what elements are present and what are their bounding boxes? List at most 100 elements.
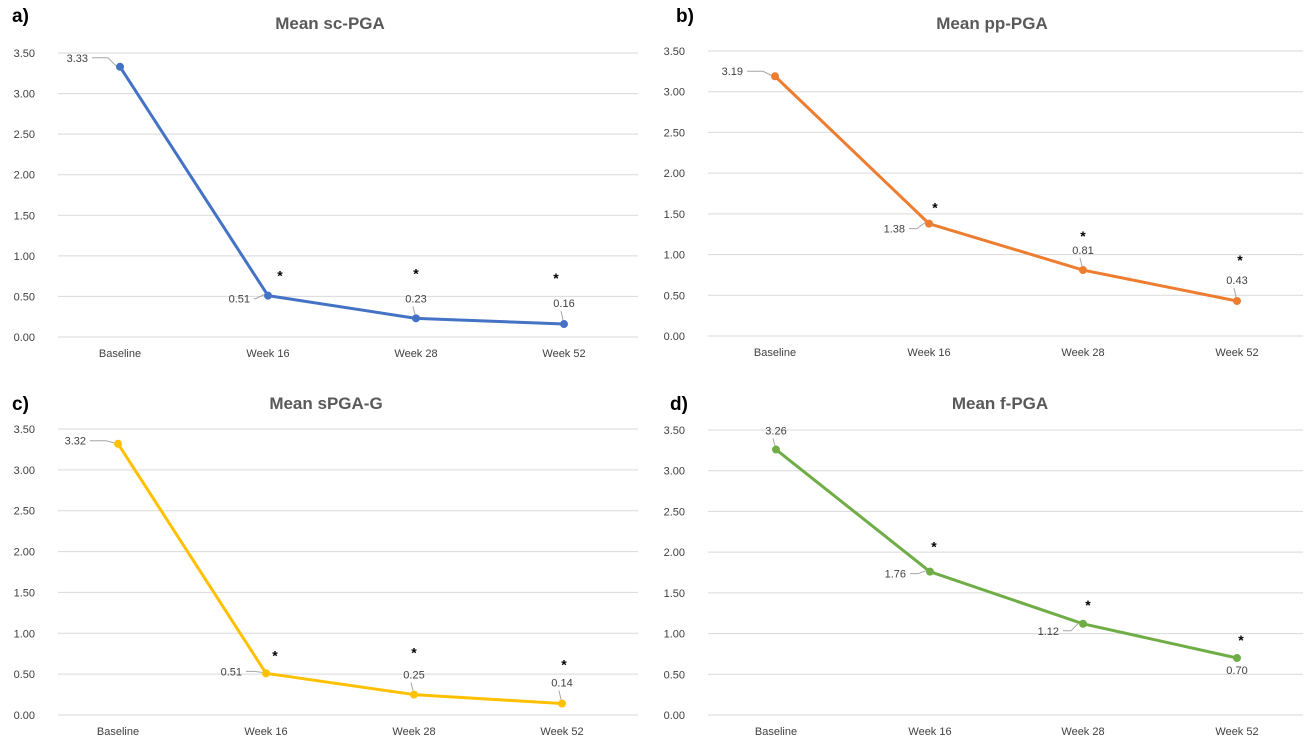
- x-tick-label: Week 16: [244, 726, 287, 738]
- data-label: 1.76: [885, 569, 906, 581]
- leader-line: [772, 438, 776, 446]
- significance-marker: *: [561, 657, 567, 673]
- data-label: 3.32: [65, 436, 86, 448]
- data-point: [116, 62, 124, 71]
- x-tick-label: Week 52: [540, 726, 583, 738]
- x-tick-label: Week 52: [1215, 726, 1258, 738]
- series-line: [116, 442, 564, 706]
- x-tick-label: Baseline: [97, 726, 139, 738]
- leader-line: [560, 310, 564, 321]
- y-tick-label: 1.00: [664, 629, 685, 641]
- leader-line: [909, 222, 926, 230]
- panel-letter: b): [676, 6, 694, 27]
- leader-line: [747, 70, 772, 76]
- data-label: 0.51: [221, 666, 242, 678]
- data-point: [925, 219, 933, 228]
- significance-marker: *: [413, 265, 419, 281]
- y-tick-label: 2.00: [664, 168, 685, 180]
- y-tick-label: 0.50: [664, 290, 685, 302]
- y-tick-label: 3.50: [664, 46, 685, 58]
- chart-panel-a: a) Mean sc-PGA 0.00 0.50 1.00 1.50 2.00 2.50 3…: [0, 0, 650, 370]
- y-tick-label: 3.50: [664, 425, 685, 437]
- leader-line: [90, 440, 115, 444]
- data-label: 0.25: [403, 670, 424, 682]
- y-tick-label: 2.50: [664, 506, 685, 518]
- x-tick-label: Week 28: [392, 726, 435, 738]
- y-tick-label: 2.00: [664, 547, 685, 559]
- leader-line: [558, 690, 562, 700]
- data-label: 0.81: [1072, 245, 1093, 257]
- leader-line: [1079, 257, 1083, 267]
- y-tick-label: 0.00: [664, 710, 685, 722]
- data-point: [410, 690, 418, 699]
- data-label: 0.23: [405, 293, 426, 305]
- series-line: [118, 65, 566, 326]
- chart-title: Mean sc-PGA: [275, 14, 385, 33]
- chart-title: Mean f-PGA: [951, 394, 1049, 413]
- y-tick-label: 2.50: [664, 127, 685, 139]
- x-tick-label: Week 16: [908, 726, 951, 738]
- y-tick-label: 3.00: [14, 465, 35, 477]
- data-point: [1079, 619, 1087, 628]
- y-tick-label: 0.00: [14, 332, 35, 344]
- data-label: 0.16: [553, 298, 574, 310]
- leader-line: [412, 306, 416, 315]
- y-tick-label: 3.50: [14, 48, 35, 60]
- significance-marker: *: [1085, 597, 1091, 613]
- leader-line: [1063, 622, 1080, 632]
- significance-marker: *: [1238, 632, 1244, 648]
- y-tick-label: 0.00: [664, 331, 685, 343]
- data-point: [560, 320, 568, 329]
- x-tick-label: Week 52: [1215, 347, 1258, 359]
- data-point: [114, 439, 122, 448]
- data-point: [1233, 654, 1241, 662]
- panel-letter: d): [670, 394, 688, 415]
- y-tick-label: 1.50: [14, 210, 35, 222]
- chart-plot: 0.00 0.50 1.00 1.50 2.00 2.50 3.00 3.50 Baseline…: [14, 424, 638, 738]
- y-tick-label: 1.50: [664, 588, 685, 600]
- y-tick-label: 0.50: [14, 669, 35, 681]
- significance-marker: *: [272, 647, 278, 663]
- y-tick-label: 3.00: [14, 89, 35, 101]
- chart-title: Mean sPGA-G: [269, 394, 383, 413]
- panel-letter: a): [12, 6, 29, 27]
- data-point: [926, 567, 934, 576]
- panel-letter: c): [12, 394, 29, 415]
- x-tick-label: Baseline: [755, 726, 797, 738]
- y-tick-label: 3.00: [664, 466, 685, 478]
- chart-panel-d: d) Mean f-PGA 0.00 0.50 1.00 1.50 2.00 2.50 3.…: [650, 378, 1315, 739]
- data-label: 0.43: [1226, 275, 1247, 287]
- y-tick-label: 1.00: [14, 251, 35, 263]
- series-line: [774, 448, 1239, 660]
- data-point: [771, 72, 779, 81]
- chart-plot: 0.00 0.50 1.00 1.50 2.00 2.50 3.00 3.50 Baseline…: [14, 48, 638, 360]
- chart-plot: 0.00 0.50 1.00 1.50 2.00 2.50 3.00 3.50 Baseline…: [664, 46, 1303, 359]
- data-point: [262, 669, 270, 678]
- data-label: 3.26: [765, 426, 786, 438]
- y-tick-label: 0.50: [664, 669, 685, 681]
- chart-title: Mean pp-PGA: [936, 14, 1048, 33]
- leader-line: [910, 570, 927, 575]
- y-tick-label: 1.50: [14, 587, 35, 599]
- y-tick-label: 1.00: [14, 628, 35, 640]
- series-line: [773, 74, 1239, 303]
- y-tick-label: 2.50: [14, 506, 35, 518]
- data-point: [772, 445, 780, 454]
- x-tick-label: Week 28: [1061, 726, 1104, 738]
- data-point: [412, 314, 420, 323]
- x-tick-label: Week 16: [907, 347, 950, 359]
- x-tick-label: Baseline: [754, 347, 796, 359]
- significance-marker: *: [411, 645, 417, 661]
- significance-marker: *: [1080, 228, 1086, 244]
- y-tick-label: 3.50: [14, 424, 35, 436]
- data-point: [558, 699, 566, 708]
- data-point: [264, 291, 272, 300]
- data-label: 1.12: [1038, 626, 1059, 638]
- y-tick-label: 1.50: [664, 209, 685, 221]
- x-tick-label: Week 28: [1061, 347, 1104, 359]
- leader-line: [246, 670, 263, 673]
- significance-marker: *: [932, 200, 938, 216]
- y-tick-label: 3.00: [664, 87, 685, 99]
- chart-panel-c: c) Mean sPGA-G 0.00 0.50 1.00 1.50 2.00 2.50 3…: [0, 378, 650, 739]
- leader-line: [410, 682, 414, 691]
